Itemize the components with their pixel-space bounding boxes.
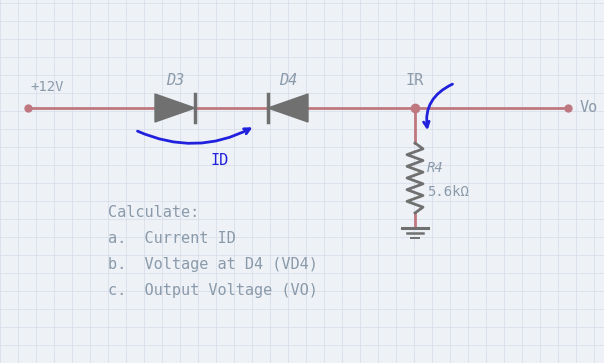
Text: R4: R4 [427, 161, 444, 175]
Text: ID: ID [211, 153, 229, 168]
Text: +12V: +12V [30, 80, 63, 94]
Text: IR: IR [406, 73, 424, 88]
Text: Calculate:: Calculate: [108, 205, 199, 220]
Text: 5.6kΩ: 5.6kΩ [427, 185, 469, 199]
Polygon shape [268, 94, 308, 122]
Text: D3: D3 [166, 73, 184, 88]
Text: a.  Current ID: a. Current ID [108, 231, 236, 246]
Text: c.  Output Voltage (VO): c. Output Voltage (VO) [108, 283, 318, 298]
Text: b.  Voltage at D4 (VD4): b. Voltage at D4 (VD4) [108, 257, 318, 272]
Polygon shape [155, 94, 195, 122]
Text: D4: D4 [279, 73, 297, 88]
Text: Vo: Vo [580, 101, 598, 115]
